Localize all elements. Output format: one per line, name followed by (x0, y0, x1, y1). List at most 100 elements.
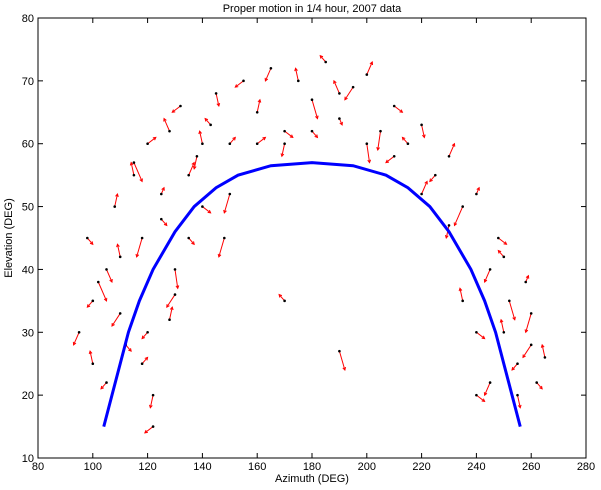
arrow (421, 181, 428, 195)
arrow-head (232, 136, 236, 141)
point (228, 192, 232, 196)
arrow-head (103, 297, 108, 302)
arrow-head (339, 121, 343, 126)
point (179, 104, 182, 108)
point (497, 236, 500, 240)
arrow (141, 331, 148, 339)
arrow-head (111, 322, 115, 327)
point (214, 92, 218, 95)
arrow (517, 395, 521, 408)
arrow (377, 131, 381, 151)
arrow-head (149, 404, 153, 409)
y-axis-label: Elevation (DEG) (3, 198, 15, 277)
arrow-head (289, 134, 294, 139)
point (379, 129, 382, 133)
y-tick-label: 80 (22, 13, 34, 25)
arrow-head (401, 136, 406, 141)
arrow (218, 237, 225, 257)
arrow (536, 382, 543, 390)
arrow-head (453, 222, 458, 227)
arrow (385, 155, 395, 163)
point (351, 85, 355, 89)
point (502, 255, 506, 259)
arrow-head (86, 304, 91, 308)
arrow-head (497, 249, 502, 254)
arrow-head (280, 153, 285, 158)
arrow-head (399, 109, 404, 113)
arrow-head (481, 398, 486, 403)
point (223, 236, 226, 240)
arrow-head (376, 147, 380, 152)
arrow (229, 137, 236, 145)
arrow-head (217, 253, 222, 258)
point (255, 110, 259, 114)
arrow-head (166, 304, 170, 309)
arrow (147, 137, 157, 145)
arrow-head (192, 165, 197, 170)
arrow (484, 269, 491, 283)
arrow-head (115, 192, 119, 198)
arrow-head (191, 161, 195, 166)
point (338, 117, 341, 120)
point (140, 362, 144, 366)
arrow-head (135, 253, 140, 258)
arrow (125, 344, 132, 352)
arrow-head (344, 96, 348, 101)
point (488, 268, 492, 271)
point (118, 255, 122, 259)
arrow (454, 206, 464, 226)
arrow (86, 300, 94, 308)
point (151, 393, 155, 397)
point (77, 330, 81, 334)
arrow-head (451, 142, 456, 147)
point (283, 299, 286, 303)
arrow-head (204, 117, 209, 122)
arrow (498, 237, 507, 245)
arrow-head (72, 341, 77, 346)
arrow (525, 313, 532, 333)
arrow-head (198, 130, 203, 135)
point (228, 142, 232, 146)
arrow-head (100, 385, 105, 390)
y-tick-label: 50 (22, 202, 34, 214)
arrow-head (512, 316, 516, 321)
point (168, 129, 171, 133)
arrow-head (171, 109, 176, 113)
point (392, 154, 396, 158)
arrow (459, 288, 464, 301)
x-axis-label: Azimuth (DEG) (275, 473, 349, 485)
arrow-head (257, 98, 262, 103)
arrow-head (511, 366, 516, 371)
arrow-head (128, 348, 132, 352)
arrow (421, 124, 425, 138)
arrow (130, 162, 135, 176)
arrow (508, 300, 516, 320)
arrow-head (503, 241, 508, 245)
arrow-head (116, 243, 120, 248)
point (255, 142, 259, 146)
arrow-head (481, 335, 486, 340)
point (338, 92, 341, 95)
arrow (281, 143, 286, 157)
arrow (116, 244, 121, 257)
arrow-head (429, 178, 433, 183)
arrow-head (262, 136, 267, 141)
arrow (500, 319, 505, 333)
point (338, 349, 341, 353)
x-tick-label: 80 (32, 461, 44, 473)
arrow (73, 332, 80, 346)
arrow (448, 143, 455, 157)
arrow (264, 68, 272, 82)
point (461, 205, 465, 208)
arrow (133, 162, 143, 182)
point (91, 362, 95, 366)
arrow-head (314, 134, 319, 139)
point (524, 280, 528, 284)
arrow-head (483, 278, 488, 283)
arrow-head (141, 335, 146, 340)
arrow (311, 99, 318, 119)
arrow (541, 344, 546, 358)
point (105, 381, 108, 384)
